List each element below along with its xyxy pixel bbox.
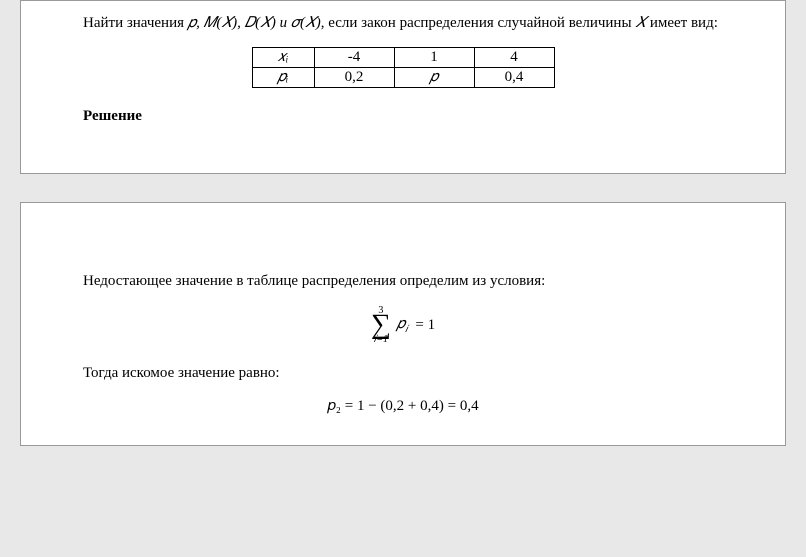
missing-value-text: Недостающее значение в таблице распредел… [83,271,723,291]
sum-formula: 3 ∑ 𝑖=1 𝑝𝑖 = 1 [83,306,723,345]
sum-term: 𝑝𝑖 [395,315,408,335]
pi-val-2: 0,4 [474,68,554,88]
solution-heading: Решение [83,108,723,125]
table-row: 𝑝ᵢ 0,2 𝑝 0,4 [252,68,554,88]
problem-var-x: 𝑋 [635,15,646,31]
sigma-icon: ∑ [371,314,391,336]
sum-equals: = 1 [411,317,435,334]
pi-val-0: 0,2 [314,68,394,88]
xi-val-2: 4 [474,48,554,68]
sum-lower-limit: 𝑖=1 [371,335,391,345]
page-1: Найти значения 𝑝, 𝑀(𝑋), 𝐷(𝑋) и 𝜎(𝑋), есл… [20,0,786,174]
problem-statement: Найти значения 𝑝, 𝑀(𝑋), 𝐷(𝑋) и 𝜎(𝑋), есл… [83,13,723,33]
pi-val-1: 𝑝 [394,68,474,88]
table-row: 𝑥ᵢ -4 1 4 [252,48,554,68]
pi-header: 𝑝ᵢ [252,68,314,88]
problem-text-mid: , если закон распределения случайной вел… [321,15,636,31]
then-value-text: Тогда искомое значение равно: [83,363,723,383]
page-2: Недостающее значение в таблице распредел… [20,202,786,446]
xi-header: 𝑥ᵢ [252,48,314,68]
xi-val-0: -4 [314,48,394,68]
summation-symbol: 3 ∑ 𝑖=1 [371,306,391,345]
problem-text-after: имеет вид: [646,15,718,31]
sum-pi-sub: 𝑖 [405,324,408,335]
distribution-table: 𝑥ᵢ -4 1 4 𝑝ᵢ 0,2 𝑝 0,4 [252,47,555,88]
p2-formula: 𝑝₂ = 1 − (0,2 + 0,4) = 0,4 [83,397,723,415]
problem-vars: 𝑝, 𝑀(𝑋), 𝐷(𝑋) и 𝜎(𝑋) [188,15,321,31]
problem-text-before: Найти значения [83,15,188,31]
sum-pi-p: 𝑝 [397,316,405,332]
xi-val-1: 1 [394,48,474,68]
